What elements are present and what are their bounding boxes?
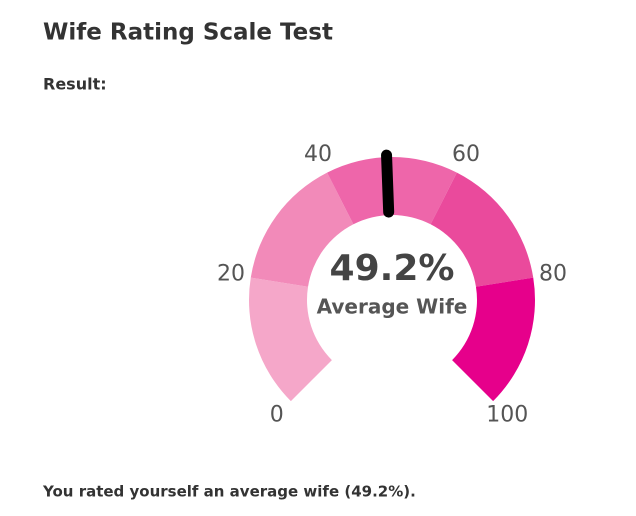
value-label: 49.2% [330, 248, 455, 289]
summary: You rated yourself an average wife (49.2… [42, 483, 416, 501]
page-title: Wife Rating Scale Test [43, 20, 333, 46]
tick-label: 40 [304, 142, 332, 167]
gauge-band [430, 172, 534, 287]
tick-label: 80 [539, 262, 567, 287]
result-label: Result: [43, 75, 107, 94]
gauge-band [452, 277, 535, 402]
tick-label: 100 [486, 402, 528, 427]
gauge-band [250, 172, 354, 287]
gauge-band [249, 277, 332, 402]
needle [381, 149, 395, 218]
tick-label: 60 [452, 142, 480, 167]
tick-label: 20 [217, 262, 245, 287]
tick-label: 0 [270, 402, 284, 427]
gauge-label: Average Wife [317, 295, 468, 319]
